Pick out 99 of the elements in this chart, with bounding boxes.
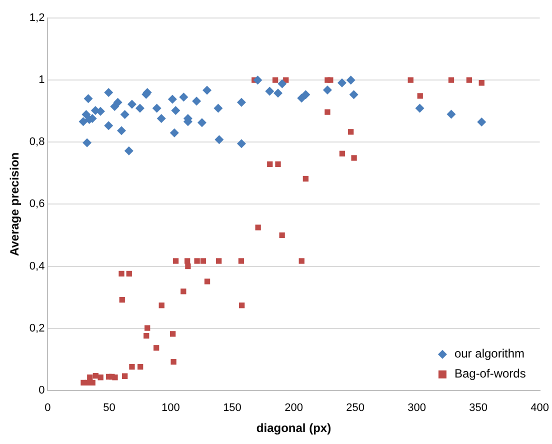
- point: [337, 78, 346, 88]
- point: [194, 258, 200, 264]
- point: [274, 88, 283, 98]
- point: [120, 110, 130, 120]
- point: [301, 90, 310, 100]
- point: [214, 135, 224, 144]
- point: [104, 121, 114, 130]
- point: [478, 80, 484, 86]
- point: [214, 104, 223, 113]
- point: [255, 224, 261, 230]
- point: [127, 100, 136, 109]
- point: [82, 138, 92, 148]
- point: [477, 117, 486, 126]
- point: [119, 296, 125, 303]
- point: [204, 278, 210, 284]
- x-axis-title: diagonal (px): [256, 421, 332, 436]
- x-tick-label: 250: [346, 402, 364, 414]
- point: [78, 117, 88, 126]
- point: [236, 98, 246, 107]
- y-tick-label: 0,2: [29, 322, 45, 334]
- point: [156, 114, 166, 124]
- x-tick-label: 150: [223, 402, 242, 414]
- point: [267, 161, 273, 167]
- point: [80, 380, 86, 386]
- x-tick-label: 200: [284, 402, 303, 414]
- point: [158, 302, 164, 308]
- y-tick-label: 0: [38, 384, 45, 396]
- point: [144, 325, 150, 331]
- point: [170, 128, 179, 138]
- point: [117, 126, 126, 136]
- point: [322, 86, 332, 94]
- point: [408, 77, 414, 83]
- point: [236, 139, 246, 148]
- point: [339, 150, 346, 156]
- point: [466, 77, 472, 83]
- point: [448, 77, 454, 83]
- point: [135, 104, 144, 113]
- point: [184, 258, 190, 264]
- point: [278, 79, 287, 88]
- point: [82, 110, 91, 120]
- point: [92, 372, 99, 379]
- point: [265, 86, 274, 96]
- point: [202, 86, 212, 95]
- point: [324, 109, 330, 115]
- point: [129, 364, 135, 370]
- point: [302, 176, 309, 182]
- y-tick-label: 1: [38, 74, 45, 86]
- point: [238, 258, 244, 264]
- point: [170, 359, 176, 365]
- y-tick-label: 1,2: [29, 12, 45, 24]
- point: [185, 263, 191, 270]
- point: [170, 331, 176, 337]
- point: [272, 77, 278, 83]
- point: [192, 96, 202, 106]
- point: [415, 104, 424, 113]
- point: [328, 77, 334, 83]
- point: [200, 258, 206, 264]
- x-tick-label: 350: [469, 402, 488, 414]
- point: [348, 129, 354, 135]
- point: [216, 258, 222, 264]
- point: [84, 94, 93, 104]
- point: [122, 373, 128, 379]
- y-tick-label: 0,6: [29, 198, 45, 210]
- point: [239, 302, 245, 308]
- point: [180, 288, 186, 294]
- point: [124, 146, 134, 156]
- point: [104, 88, 114, 97]
- point: [106, 374, 112, 380]
- point: [172, 258, 179, 264]
- y-axis-title: Average precision: [8, 152, 22, 256]
- point: [279, 232, 285, 238]
- point: [351, 155, 357, 161]
- point: [138, 364, 144, 370]
- point: [446, 110, 456, 119]
- point: [275, 161, 281, 167]
- point: [298, 258, 304, 264]
- point: [168, 94, 177, 104]
- point: [118, 270, 124, 277]
- point: [144, 332, 150, 339]
- point: [253, 76, 262, 85]
- x-tick-label: 300: [408, 402, 426, 414]
- legend-label: our algorithm: [454, 346, 524, 361]
- point: [152, 104, 162, 113]
- y-tick-label: 0,8: [29, 136, 45, 148]
- point: [113, 98, 122, 107]
- point: [417, 93, 423, 99]
- point: [349, 90, 358, 100]
- x-tick-label: 400: [530, 402, 550, 414]
- x-tick-label: 100: [162, 402, 180, 414]
- point: [179, 92, 188, 102]
- point: [197, 118, 206, 128]
- legend-label: Bag-of-words: [454, 366, 526, 381]
- point: [154, 345, 160, 351]
- point: [87, 374, 93, 380]
- y-tick-label: 0,4: [29, 260, 45, 272]
- point: [346, 76, 356, 85]
- point: [171, 106, 180, 115]
- x-tick-label: 50: [103, 402, 116, 414]
- point: [126, 270, 132, 277]
